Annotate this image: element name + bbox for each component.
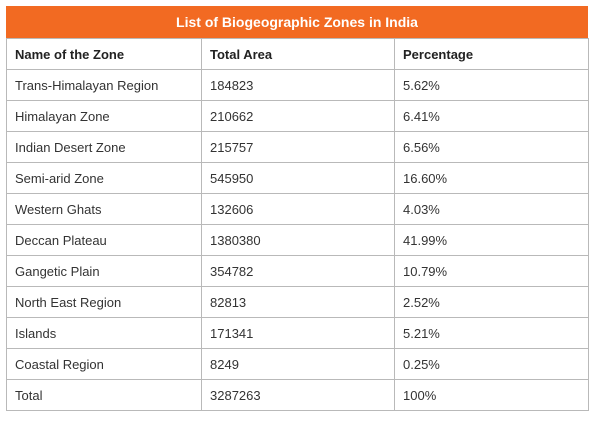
total-area-sum-cell: 3287263 xyxy=(201,379,395,411)
zone-name-cell: Semi-arid Zone xyxy=(6,162,202,194)
table-row: North East Region 82813 2.52% xyxy=(6,286,589,318)
zone-name-cell: Gangetic Plain xyxy=(6,255,202,287)
table-row: Gangetic Plain 354782 10.79% xyxy=(6,255,589,287)
table-row: Deccan Plateau 1380380 41.99% xyxy=(6,224,589,256)
percentage-cell: 41.99% xyxy=(394,224,589,256)
total-area-cell: 82813 xyxy=(201,286,395,318)
table-row: Semi-arid Zone 545950 16.60% xyxy=(6,162,589,194)
header-percentage: Percentage xyxy=(394,38,589,70)
header-zone-name: Name of the Zone xyxy=(6,38,202,70)
total-label-cell: Total xyxy=(6,379,202,411)
zone-name-cell: Islands xyxy=(6,317,202,349)
zone-name-cell: Coastal Region xyxy=(6,348,202,380)
table-row: Coastal Region 8249 0.25% xyxy=(6,348,589,380)
percentage-cell: 6.56% xyxy=(394,131,589,163)
table-row: Himalayan Zone 210662 6.41% xyxy=(6,100,589,132)
percentage-cell: 2.52% xyxy=(394,286,589,318)
zone-name-cell: Trans-Himalayan Region xyxy=(6,69,202,101)
total-area-cell: 8249 xyxy=(201,348,395,380)
percentage-cell: 4.03% xyxy=(394,193,589,225)
percentage-cell: 0.25% xyxy=(394,348,589,380)
total-percentage-cell: 100% xyxy=(394,379,589,411)
total-area-cell: 215757 xyxy=(201,131,395,163)
zone-name-cell: Western Ghats xyxy=(6,193,202,225)
zones-table-container: List of Biogeographic Zones in India Nam… xyxy=(6,6,589,411)
percentage-cell: 6.41% xyxy=(394,100,589,132)
table-title: List of Biogeographic Zones in India xyxy=(6,6,588,38)
header-total-area: Total Area xyxy=(201,38,395,70)
total-area-cell: 184823 xyxy=(201,69,395,101)
table-row: Islands 171341 5.21% xyxy=(6,317,589,349)
zone-name-cell: Deccan Plateau xyxy=(6,224,202,256)
percentage-cell: 5.62% xyxy=(394,69,589,101)
total-area-cell: 545950 xyxy=(201,162,395,194)
table-total-row: Total 3287263 100% xyxy=(6,379,589,411)
total-area-cell: 132606 xyxy=(201,193,395,225)
zone-name-cell: North East Region xyxy=(6,286,202,318)
table-header-row: Name of the Zone Total Area Percentage xyxy=(6,38,589,70)
percentage-cell: 5.21% xyxy=(394,317,589,349)
total-area-cell: 354782 xyxy=(201,255,395,287)
total-area-cell: 1380380 xyxy=(201,224,395,256)
table-row: Trans-Himalayan Region 184823 5.62% xyxy=(6,69,589,101)
zones-table: Name of the Zone Total Area Percentage T… xyxy=(6,38,589,411)
table-row: Western Ghats 132606 4.03% xyxy=(6,193,589,225)
total-area-cell: 171341 xyxy=(201,317,395,349)
percentage-cell: 10.79% xyxy=(394,255,589,287)
table-row: Indian Desert Zone 215757 6.56% xyxy=(6,131,589,163)
zone-name-cell: Indian Desert Zone xyxy=(6,131,202,163)
percentage-cell: 16.60% xyxy=(394,162,589,194)
zone-name-cell: Himalayan Zone xyxy=(6,100,202,132)
total-area-cell: 210662 xyxy=(201,100,395,132)
